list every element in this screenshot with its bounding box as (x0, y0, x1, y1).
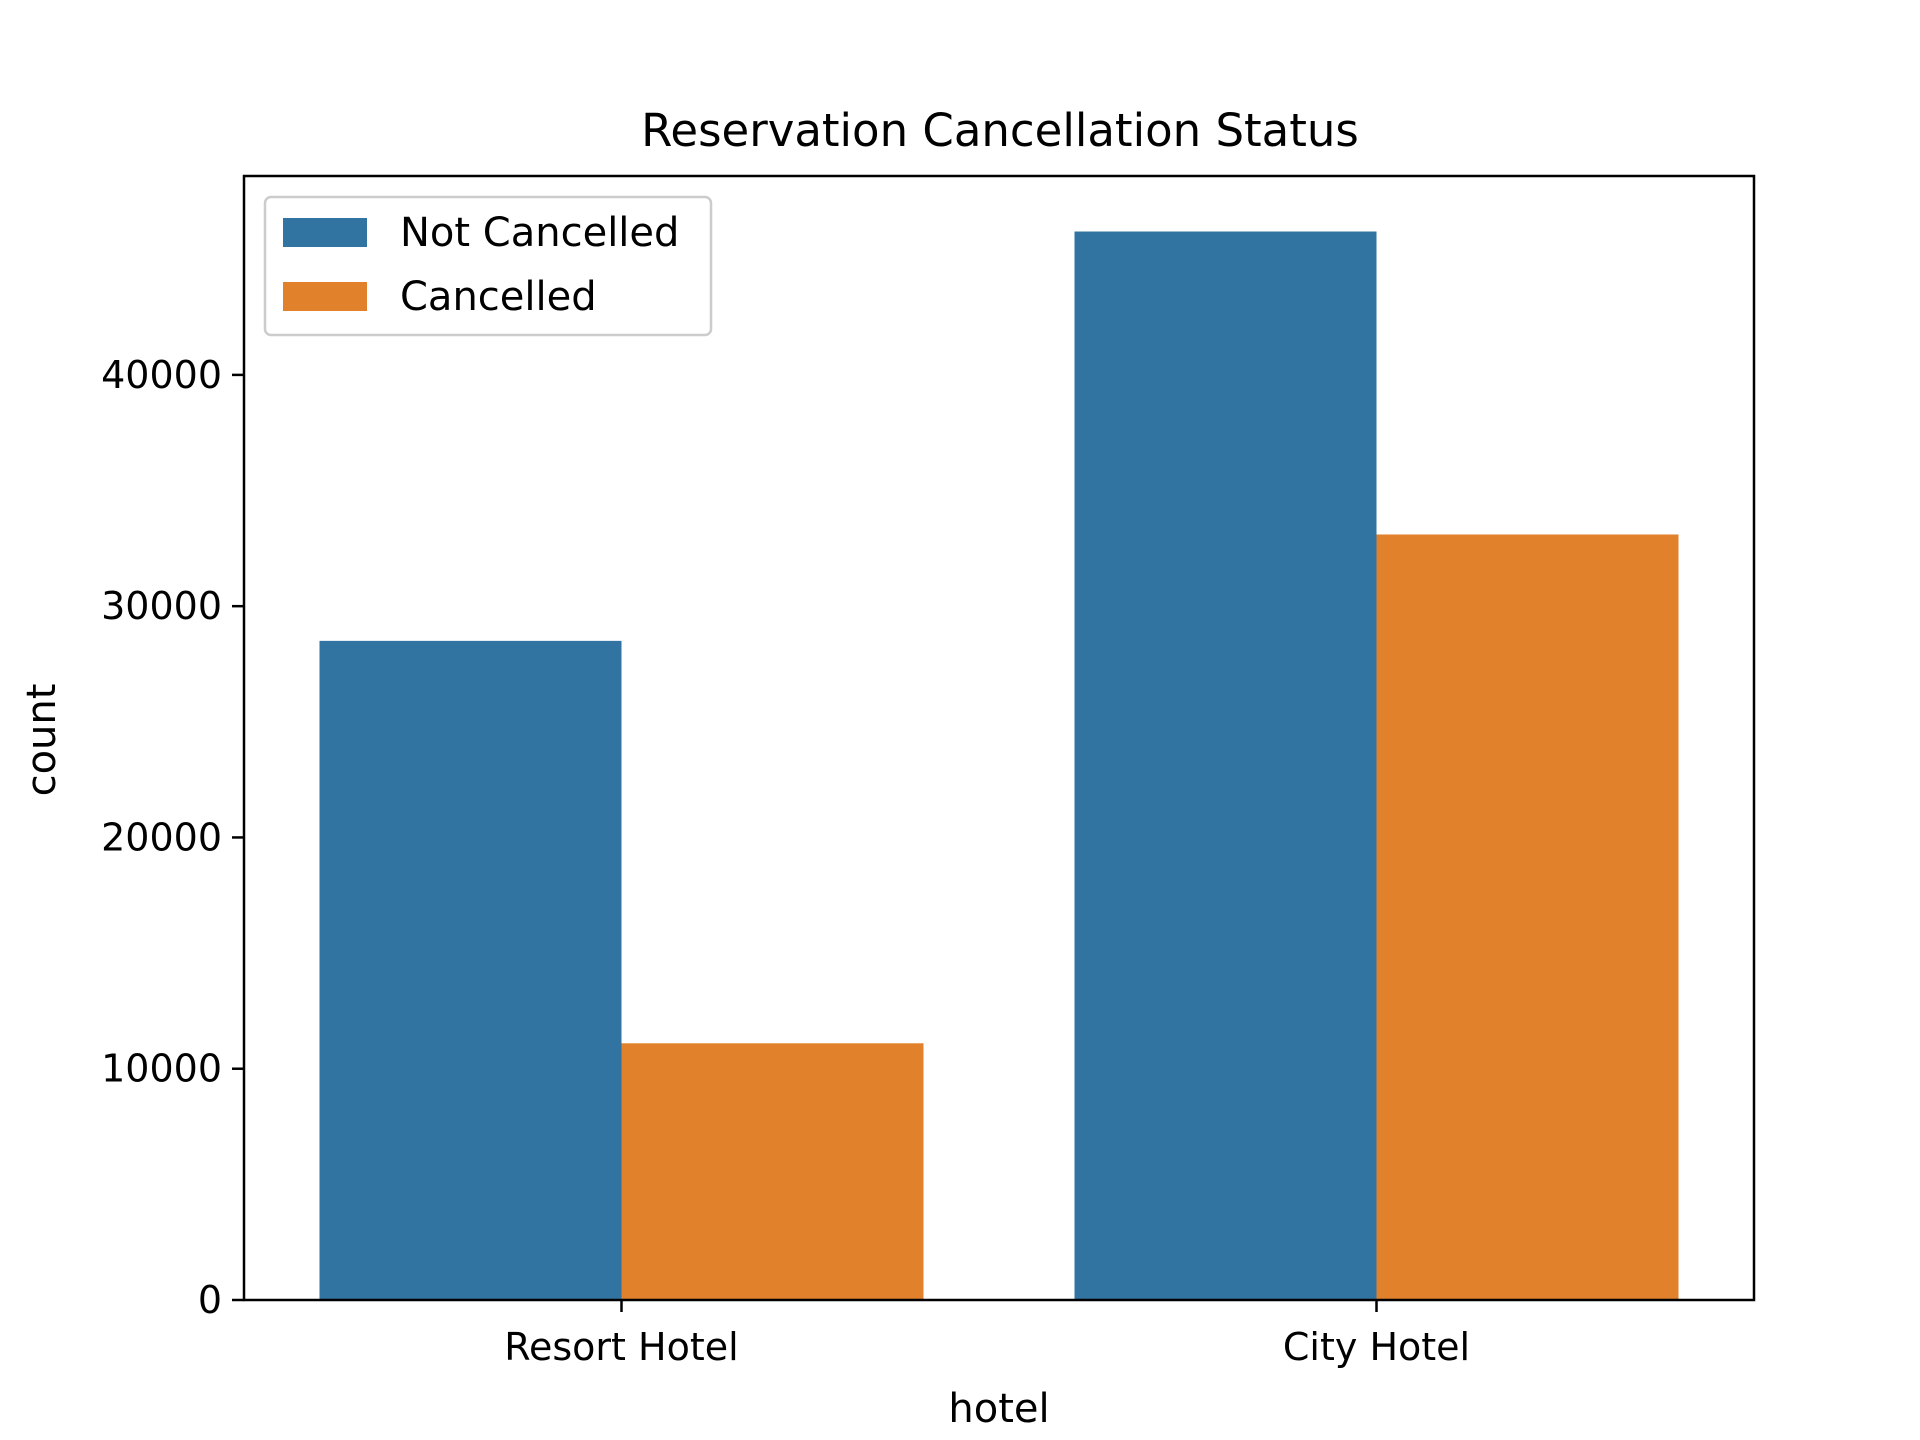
y-tick-label-10000: 10000 (101, 1047, 222, 1091)
legend-swatch-not-cancelled (283, 218, 367, 247)
y-tick-label-40000: 40000 (101, 353, 222, 397)
x-axis-label: hotel (948, 1386, 1049, 1432)
legend-label-not-cancelled: Not Cancelled (400, 210, 679, 256)
legend-label-cancelled: Cancelled (400, 274, 597, 320)
legend: Not Cancelled Cancelled (263, 195, 713, 337)
y-tick-label-0: 0 (198, 1278, 222, 1322)
y-axis-ticks: 0 10000 20000 30000 40000 (101, 353, 244, 1322)
y-tick-label-20000: 20000 (101, 815, 222, 859)
plot-frame (242, 174, 1756, 1302)
bars-layer (319, 231, 1679, 1300)
chart-title: Reservation Cancellation Status (641, 104, 1359, 157)
bar-resort-hotel-not-cancelled (319, 640, 622, 1300)
bar-city-hotel-cancelled (1376, 534, 1679, 1300)
bar-resort-hotel-cancelled (621, 1043, 924, 1300)
y-axis-label: count (19, 684, 65, 797)
legend-swatch-cancelled (283, 282, 367, 311)
legend-frame (263, 195, 713, 337)
y-tick-label-30000: 30000 (101, 584, 222, 628)
x-tick-label-resort-hotel: Resort Hotel (504, 1325, 738, 1369)
bar-city-hotel-not-cancelled (1074, 231, 1377, 1300)
x-axis-ticks: Resort Hotel City Hotel (504, 1300, 1470, 1369)
x-tick-label-city-hotel: City Hotel (1283, 1325, 1470, 1369)
